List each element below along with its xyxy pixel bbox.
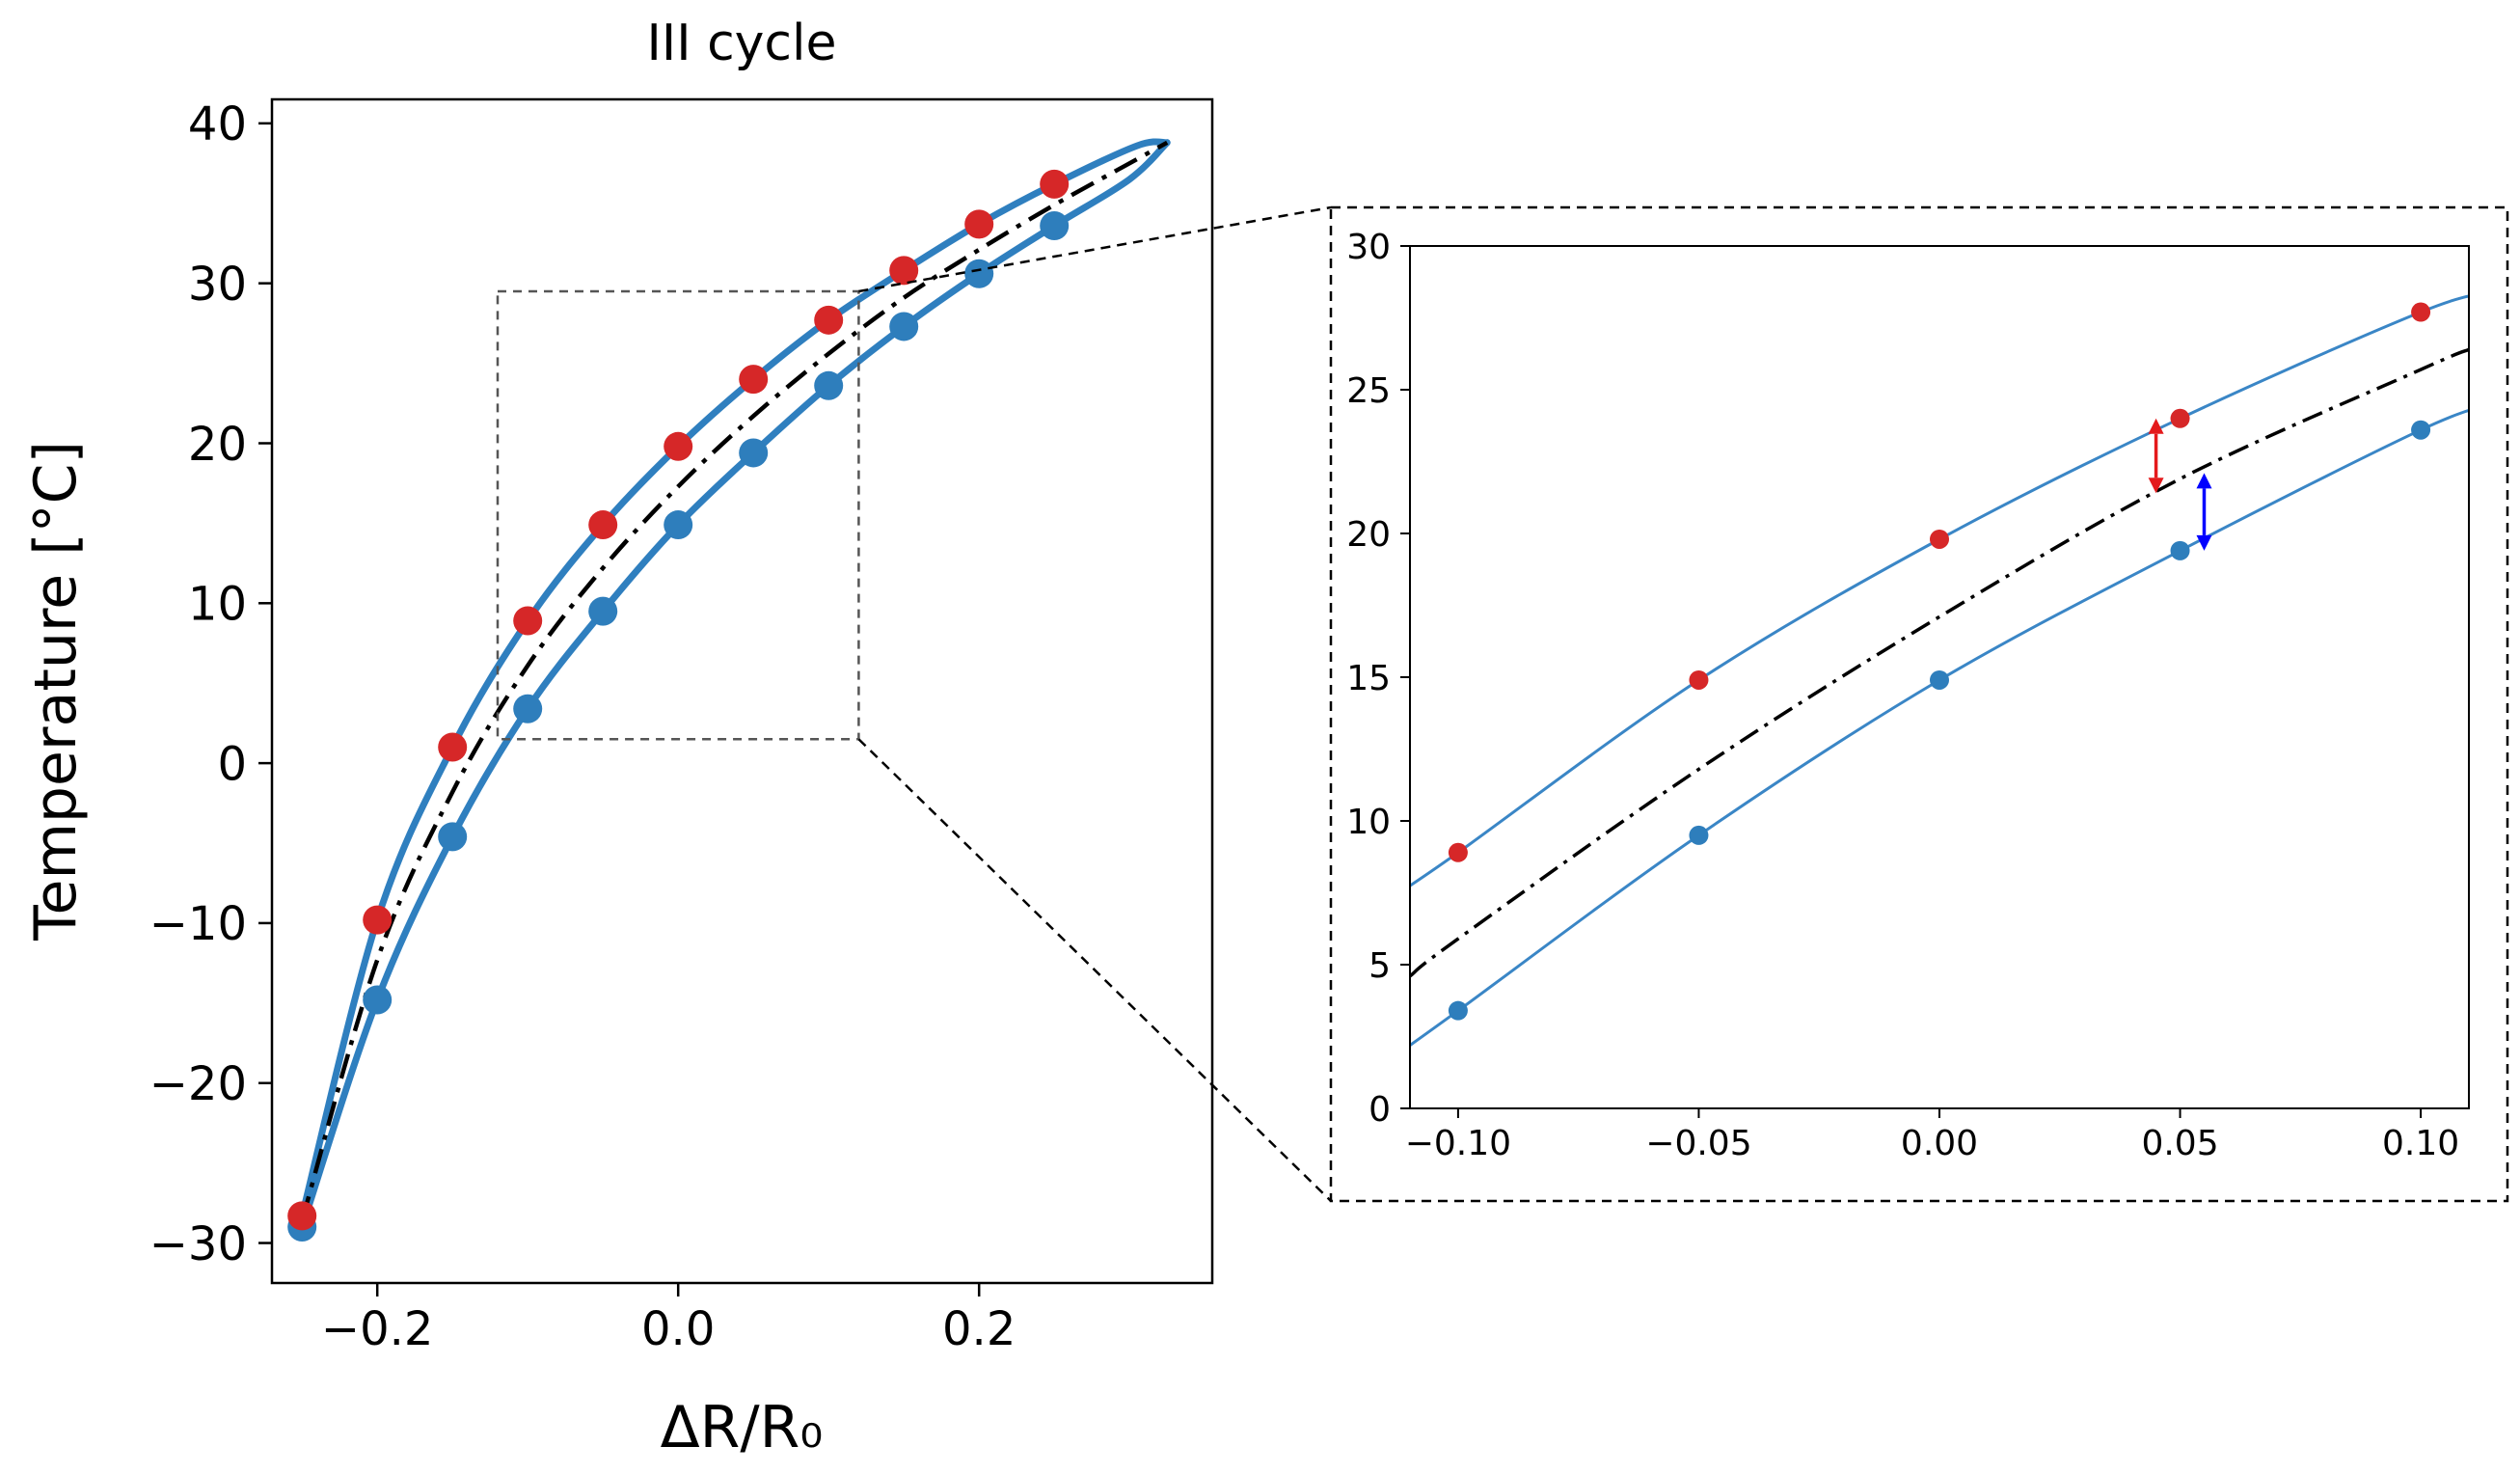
inset-x-tick-label: −0.05 (1645, 1124, 1751, 1163)
main-cooling-point (438, 822, 468, 852)
main-heating-point (889, 256, 919, 286)
inset-x-tick-label: 0.00 (1901, 1124, 1978, 1163)
main-x-tick-label: 0.2 (942, 1302, 1016, 1356)
main-y-tick-label: 0 (217, 737, 247, 791)
inset-heating-point (2411, 302, 2431, 322)
zoom-connector-bottom (857, 738, 1332, 1202)
main-mean-curve (300, 140, 1169, 1221)
main-cooling-point (964, 259, 994, 288)
inset-cooling-point (2170, 540, 2190, 560)
main-heating-point (664, 431, 693, 461)
inset-x-tick-label: 0.05 (2141, 1124, 2218, 1163)
inset-arrow-head-down (2148, 478, 2164, 494)
main-heating-point (739, 365, 769, 395)
main-cooling-point (1040, 210, 1070, 240)
inset-heating-point (1930, 529, 1949, 549)
main-heating-point (588, 510, 618, 540)
main-chart-title: III cycle (647, 14, 837, 72)
inset-x-tick-label: 0.10 (2382, 1124, 2459, 1163)
inset-cooling-point (2411, 420, 2431, 440)
inset-y-tick-label: 30 (1346, 228, 1391, 267)
main-heating-point (363, 905, 393, 935)
main-x-tick-label: 0.0 (641, 1302, 715, 1356)
inset-axes: −0.10 −0.05 0.00 0.05 0.10 0 5 10 15 20 25 30 (1346, 228, 2470, 1163)
main-heating-point (438, 732, 468, 762)
main-y-tick-label: 40 (188, 97, 247, 151)
main-heating-point (1040, 169, 1070, 199)
main-y-tick-label: −20 (149, 1057, 247, 1111)
inset-y-tick-label: 20 (1346, 515, 1391, 555)
main-heating-curve (298, 138, 1171, 1219)
zoom-region-rect (496, 289, 860, 741)
main-heating-point (287, 1201, 317, 1231)
inset-x-tick-label: −0.10 (1405, 1124, 1511, 1163)
main-cooling-point (739, 438, 769, 468)
main-x-tick-label: −0.2 (321, 1302, 434, 1356)
main-cooling-curve (298, 139, 1171, 1231)
inset-cooling-point (1930, 669, 1949, 690)
main-cooling-point (814, 370, 844, 400)
inset-cooling-point (1689, 825, 1709, 845)
inset-y-tick-label: 0 (1368, 1090, 1391, 1130)
main-cooling-point (664, 510, 693, 540)
main-cooling-point (889, 312, 919, 341)
main-y-tick-label: 20 (188, 418, 247, 472)
inset-arrow-head-up (2148, 418, 2164, 434)
main-points (287, 169, 1070, 1242)
main-cooling-point (363, 985, 393, 1015)
main-plot-frame (270, 97, 1214, 1285)
inset-border (1329, 205, 2509, 1203)
main-y-tick-label: 10 (188, 578, 247, 632)
main-cooling-point (588, 596, 618, 626)
inset-heating-point (1689, 669, 1709, 690)
main-x-axis-label: ΔR/R₀ (661, 1394, 824, 1461)
main-heating-point (964, 209, 994, 239)
inset-arrow-head-up (2196, 473, 2212, 489)
main-axes: −0.2 0.0 0.2 −30 −20 −10 0 10 20 30 40 (149, 97, 1214, 1356)
inset-y-tick-label: 15 (1346, 659, 1391, 698)
main-y-tick-label: 30 (188, 258, 247, 312)
inset-cooling-point (1448, 1000, 1468, 1021)
main-y-axis-label: Temperature [°C] (22, 441, 90, 942)
main-heating-point (814, 305, 844, 335)
inset-mean-curve (1410, 347, 2469, 978)
inset-points (1448, 302, 2431, 1021)
zoom-connector-top (858, 205, 1332, 293)
zoom-indicator (496, 205, 2509, 1203)
inset-y-tick-label: 10 (1346, 803, 1391, 842)
main-curves (298, 138, 1171, 1231)
inset-annotations (2148, 418, 2212, 551)
inset-y-tick-label: 5 (1368, 946, 1391, 986)
inset-arrow-head-down (2196, 534, 2212, 551)
main-heating-point (513, 606, 543, 636)
inset-heating-point (2170, 408, 2190, 428)
inset-cooling-curve (1410, 408, 2469, 1048)
inset-heating-point (1448, 842, 1468, 862)
inset-y-tick-label: 25 (1346, 371, 1391, 411)
inset-heating-curve (1410, 294, 2469, 887)
main-y-tick-label: −10 (149, 897, 247, 951)
main-cooling-point (513, 694, 543, 723)
main-y-tick-label: −30 (149, 1217, 247, 1271)
